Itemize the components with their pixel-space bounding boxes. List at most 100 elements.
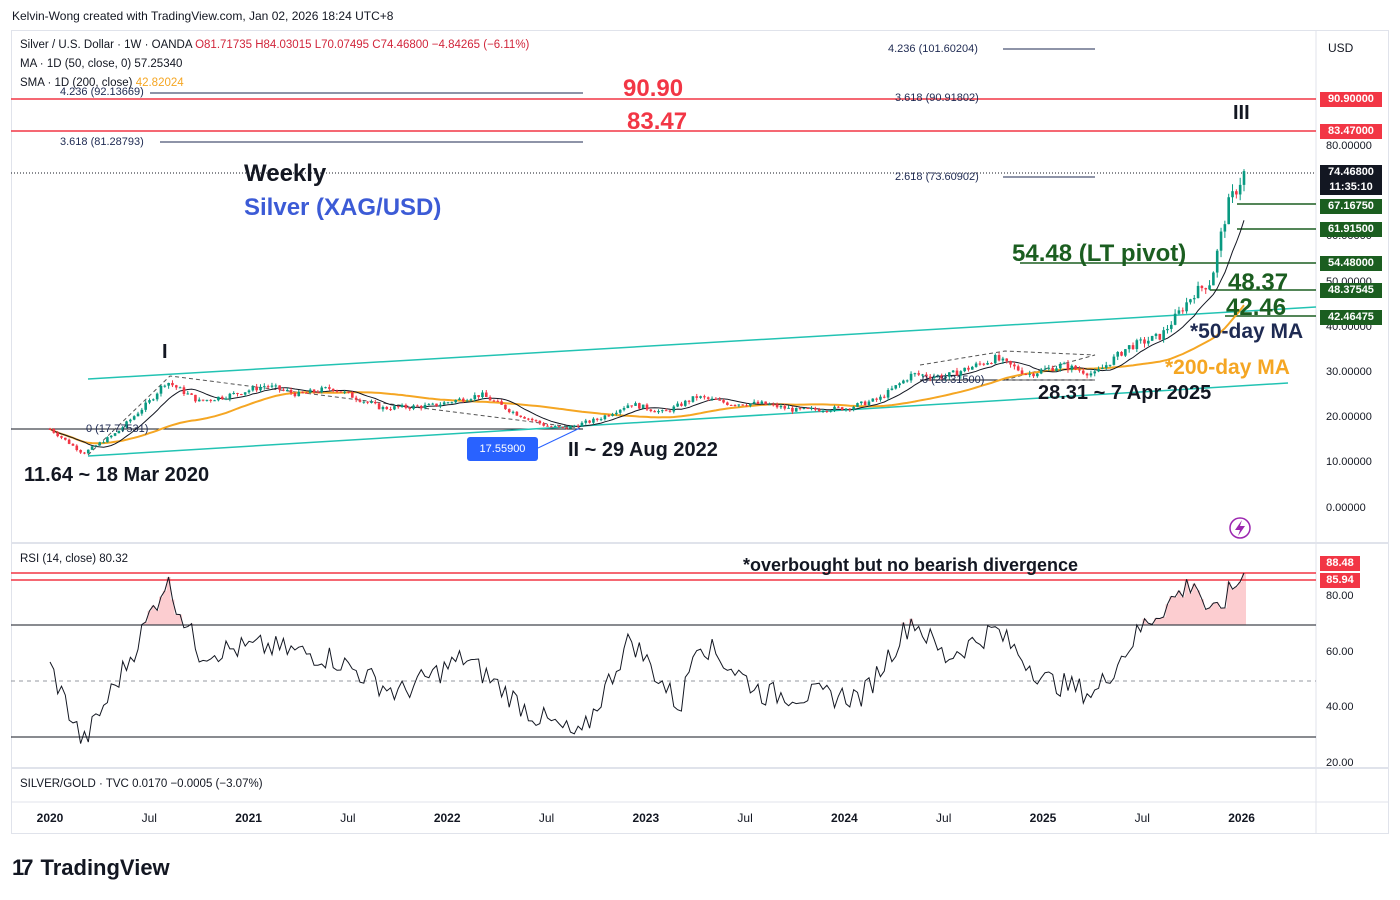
candle[interactable]: [756, 401, 760, 404]
candle[interactable]: [56, 432, 59, 437]
candle[interactable]: [301, 391, 304, 393]
candle[interactable]: [1139, 339, 1142, 341]
candle[interactable]: [638, 403, 641, 409]
candle[interactable]: [940, 375, 943, 379]
candle[interactable]: [806, 408, 810, 410]
candle[interactable]: [251, 386, 255, 391]
candle[interactable]: [75, 445, 79, 451]
candle[interactable]: [810, 408, 813, 410]
candle[interactable]: [305, 392, 308, 394]
candle[interactable]: [247, 390, 251, 393]
rsi-line[interactable]: [49, 572, 1245, 744]
candle[interactable]: [1235, 191, 1238, 195]
candle[interactable]: [213, 400, 216, 402]
candle[interactable]: [431, 403, 434, 405]
candle[interactable]: [439, 404, 442, 407]
candle[interactable]: [136, 413, 140, 417]
candle[interactable]: [396, 406, 400, 408]
candle[interactable]: [140, 409, 144, 414]
candle[interactable]: [928, 376, 932, 379]
candle[interactable]: [615, 412, 618, 415]
candle[interactable]: [129, 419, 132, 422]
rsi-tag[interactable]: 85.94: [1320, 573, 1360, 588]
candle[interactable]: [94, 445, 98, 447]
candle[interactable]: [148, 400, 151, 403]
candle[interactable]: [1085, 373, 1089, 376]
candle[interactable]: [400, 404, 404, 407]
candle[interactable]: [687, 400, 691, 402]
candle[interactable]: [266, 386, 270, 388]
candle[interactable]: [1192, 298, 1196, 300]
candle[interactable]: [1024, 373, 1028, 375]
candle[interactable]: [385, 406, 389, 410]
candle[interactable]: [729, 404, 733, 406]
candle[interactable]: [358, 399, 362, 402]
candle[interactable]: [1020, 370, 1024, 374]
candle[interactable]: [282, 389, 285, 391]
candle[interactable]: [270, 385, 274, 387]
candle[interactable]: [274, 385, 278, 387]
candle[interactable]: [668, 410, 672, 412]
candle[interactable]: [1215, 250, 1219, 273]
candle[interactable]: [419, 405, 423, 409]
candle[interactable]: [462, 398, 465, 402]
candle[interactable]: [236, 393, 239, 395]
candle[interactable]: [603, 415, 607, 420]
candle[interactable]: [144, 402, 147, 410]
candle[interactable]: [86, 449, 90, 454]
candle[interactable]: [1200, 285, 1204, 289]
candle[interactable]: [194, 394, 197, 402]
candle[interactable]: [1028, 373, 1031, 375]
candle[interactable]: [710, 398, 714, 400]
candle[interactable]: [649, 409, 653, 412]
candle[interactable]: [718, 399, 722, 401]
candle[interactable]: [1181, 310, 1185, 312]
candle[interactable]: [814, 408, 817, 410]
candle[interactable]: [1101, 367, 1104, 370]
candle[interactable]: [1135, 340, 1139, 350]
candle[interactable]: [752, 401, 756, 404]
candle[interactable]: [481, 392, 484, 398]
candle[interactable]: [875, 398, 878, 400]
candle[interactable]: [370, 401, 373, 403]
price-tag[interactable]: 83.47000: [1320, 124, 1382, 139]
candle-series[interactable]: [48, 169, 1246, 455]
candle[interactable]: [641, 404, 645, 409]
candle[interactable]: [802, 408, 806, 410]
price-tag[interactable]: 48.37545: [1320, 283, 1382, 298]
candle[interactable]: [542, 423, 545, 426]
candle[interactable]: [178, 387, 182, 389]
candle[interactable]: [1039, 369, 1043, 374]
candle[interactable]: [1219, 231, 1223, 251]
candle[interactable]: [990, 363, 993, 365]
candle[interactable]: [771, 404, 775, 406]
candle[interactable]: [362, 401, 366, 403]
candle[interactable]: [595, 418, 599, 420]
candle[interactable]: [102, 442, 105, 444]
candle[interactable]: [905, 380, 909, 382]
low-2022-price-tag[interactable]: 17.55900: [467, 437, 538, 461]
candle[interactable]: [963, 367, 966, 372]
candle[interactable]: [703, 396, 706, 398]
candle[interactable]: [890, 388, 894, 390]
candle[interactable]: [1016, 366, 1020, 371]
candle[interactable]: [909, 373, 913, 381]
candle[interactable]: [783, 406, 787, 409]
tradingview-logo[interactable]: 17 TradingView: [12, 855, 170, 881]
candle[interactable]: [840, 407, 844, 411]
candle[interactable]: [1177, 310, 1181, 314]
candle[interactable]: [504, 404, 507, 410]
candle[interactable]: [1189, 299, 1192, 303]
candle[interactable]: [259, 386, 262, 391]
candle[interactable]: [354, 397, 358, 400]
candle[interactable]: [1208, 285, 1211, 290]
candle[interactable]: [228, 393, 232, 399]
candle[interactable]: [921, 374, 924, 376]
candle[interactable]: [454, 400, 457, 403]
candle[interactable]: [882, 396, 886, 398]
candle[interactable]: [722, 400, 725, 403]
candle[interactable]: [1047, 367, 1051, 369]
candle[interactable]: [1154, 333, 1158, 336]
candle[interactable]: [695, 396, 699, 398]
candle[interactable]: [925, 374, 928, 377]
